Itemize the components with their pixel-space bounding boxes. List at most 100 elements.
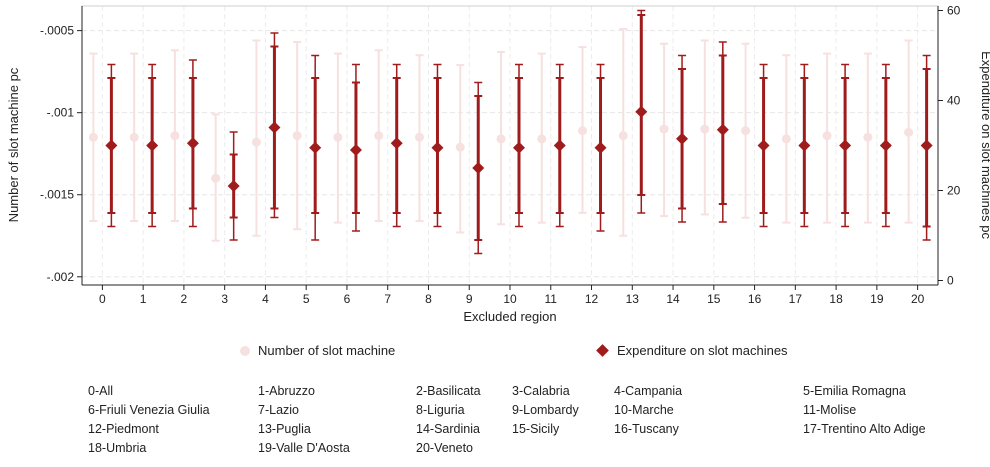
y-left-tick-label: -.0005 [40, 24, 74, 38]
y-right-tick-label: 20 [947, 184, 961, 198]
y-right-tick-label: 40 [947, 94, 961, 108]
y-left-axis-title: Number of slot machine pc [6, 67, 21, 222]
data-point-circle [537, 134, 547, 144]
data-point-circle [741, 126, 751, 136]
x-tick-label: 2 [181, 292, 188, 306]
data-point-diamond [431, 141, 444, 154]
data-point-diamond [105, 139, 118, 152]
data-point-circle [129, 132, 139, 142]
region-note: 0-All 1-Abruzzo 2-Basilicata 3-Calabria 4-Ca… [0, 384, 990, 464]
data-point-diamond [839, 139, 852, 152]
y-right-tick-label: 0 [947, 274, 954, 288]
x-tick-label: 10 [503, 292, 517, 306]
data-point-diamond [146, 139, 159, 152]
data-point-circle [333, 132, 343, 142]
data-point-circle [414, 132, 424, 142]
y-left-tick-label: -.001 [47, 106, 75, 120]
data-point-circle [374, 131, 384, 141]
y-right-tick-label: 60 [947, 4, 961, 18]
data-point-circle [781, 134, 791, 144]
data-point-diamond [390, 137, 403, 150]
legend: Number of slot machine Expenditure on sl… [0, 341, 990, 361]
data-point-diamond [920, 139, 933, 152]
region-note-item: 0-All [88, 384, 114, 398]
x-tick-label: 14 [666, 292, 680, 306]
data-point-circle [292, 131, 302, 141]
x-tick-label: 18 [829, 292, 843, 306]
data-point-diamond [757, 139, 770, 152]
data-point-circle [496, 134, 506, 144]
data-point-circle [822, 131, 832, 141]
region-note-item: 9-Lombardy [512, 403, 579, 417]
series-expenditure-on-slot-machines [105, 9, 933, 255]
data-point-diamond [635, 105, 648, 118]
diamond-marker-icon [596, 344, 609, 357]
x-tick-label: 8 [425, 292, 432, 306]
data-point-circle [170, 131, 180, 141]
x-tick-label: 5 [303, 292, 310, 306]
data-point-diamond [798, 139, 811, 152]
data-point-diamond [553, 139, 566, 152]
x-tick-label: 13 [626, 292, 640, 306]
region-note-item: 4-Campania [614, 384, 683, 398]
y-right-axis-title: Expenditure on slot machines pc [979, 51, 990, 239]
data-point-circle [863, 132, 873, 142]
data-point-diamond [309, 141, 322, 154]
grid [82, 6, 938, 285]
x-axis-title: Excluded region [463, 309, 556, 324]
data-point-diamond [676, 132, 689, 145]
x-tick-label: 19 [870, 292, 884, 306]
y-left-tick-label: -.0015 [40, 188, 74, 202]
x-tick-label: 16 [748, 292, 762, 306]
data-point-circle [88, 132, 98, 142]
series-number-of-slot-machine [88, 27, 914, 242]
region-note-item: 6-Friuli Venezia Giulia [88, 403, 210, 417]
region-note-item: 13-Puglia [258, 422, 311, 436]
x-tick-label: 9 [466, 292, 473, 306]
region-note-item: 18-Umbria [88, 441, 147, 455]
data-point-circle [455, 142, 465, 152]
region-note-item: 15-Sicily [512, 422, 560, 436]
x-tick-label: 20 [911, 292, 925, 306]
x-tick-label: 3 [221, 292, 228, 306]
data-point-circle [904, 127, 914, 137]
region-note-item: 5-Emilia Romagna [803, 384, 906, 398]
x-tick-label: 7 [384, 292, 391, 306]
region-note-item: 19-Valle D'Aosta [258, 441, 350, 455]
region-note-item: 3-Calabria [512, 384, 570, 398]
data-point-diamond [716, 123, 729, 136]
data-point-diamond [349, 144, 362, 156]
x-tick-label: 15 [707, 292, 721, 306]
region-note-item: 2-Basilicata [416, 384, 481, 398]
data-point-circle [251, 137, 261, 147]
region-note-item: 1-Abruzzo [258, 384, 315, 398]
region-note-item: 20-Veneto [416, 441, 473, 455]
region-note-item: 14-Sardinia [416, 422, 480, 436]
y-left-tick-label: -.002 [47, 270, 75, 284]
x-tick-label: 1 [140, 292, 147, 306]
legend-item-number-of-slot-machine: Number of slot machine [240, 343, 395, 358]
region-note-item: 12-Piedmont [88, 422, 159, 436]
region-note-item: 7-Lazio [258, 403, 299, 417]
data-point-circle [700, 124, 710, 134]
region-note-item: 11-Molise [803, 403, 857, 417]
data-point-diamond [472, 162, 485, 174]
data-point-circle [578, 126, 588, 136]
data-point-diamond [594, 141, 607, 154]
region-note-item: 8-Liguria [416, 403, 465, 417]
data-point-circle [618, 131, 628, 141]
data-point-circle [659, 124, 669, 134]
legend-label: Expenditure on slot machines [617, 343, 788, 358]
x-tick-label: 11 [545, 292, 558, 306]
data-point-diamond [513, 141, 525, 154]
x-tick-label: 12 [585, 292, 599, 306]
data-point-diamond [227, 180, 240, 192]
x-tick-label: 17 [789, 292, 803, 306]
region-note-item: 17-Trentino Alto Adige [803, 422, 926, 436]
x-tick-label: 0 [99, 292, 106, 306]
data-point-diamond [186, 137, 199, 150]
legend-label: Number of slot machine [258, 343, 396, 358]
circle-marker-icon [240, 345, 250, 356]
